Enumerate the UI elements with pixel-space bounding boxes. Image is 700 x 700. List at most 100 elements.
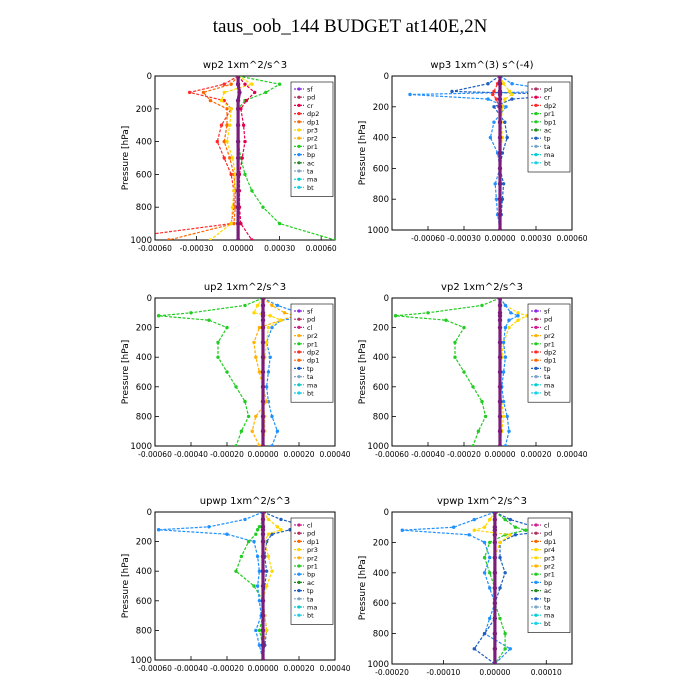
legend-marker-bp (534, 580, 538, 584)
series-point-pr1 (254, 532, 258, 536)
x-tick-label: 0.00020 (283, 664, 314, 673)
legend-label-ma: ma (544, 151, 554, 159)
y-tick-label: 800 (373, 412, 389, 422)
series-point-bp (243, 517, 247, 522)
series-point-pr3 (228, 123, 232, 127)
legend-marker-ta (297, 375, 301, 379)
series-point-sum (260, 355, 266, 360)
series-point-bp (252, 539, 256, 544)
series-point-bp (503, 444, 508, 446)
series-point-pr3 (268, 314, 272, 318)
series-point-pr1 (216, 340, 220, 345)
y-tick-label: 1000 (367, 660, 389, 670)
legend-label-bt: bt (544, 620, 551, 628)
series-point-pr1 (255, 528, 260, 532)
series-point-pr3 (279, 318, 283, 322)
series-point-pr2 (257, 444, 262, 446)
series-point-sum (235, 76, 241, 79)
series-point-pr1 (216, 355, 220, 359)
series-point-sum (492, 646, 498, 651)
x-tick-label: 0.00000 (484, 450, 515, 459)
legend-marker-pd (534, 531, 538, 535)
series-point-pr2 (282, 311, 287, 315)
series-point-sum (235, 205, 241, 210)
legend-marker-pr3 (534, 556, 538, 560)
series-point-sum (497, 89, 503, 94)
series-point-dp1 (229, 82, 233, 86)
series-line-pr1 (483, 512, 526, 664)
legend-marker-pr1 (297, 342, 301, 346)
x-tick-label: -0.00020 (447, 450, 481, 459)
series-point-pr3 (230, 156, 235, 160)
y-axis-label: Pressure [hPa] (358, 556, 368, 621)
series-point-sum (235, 172, 241, 177)
series-point-sum (497, 399, 503, 404)
series-point-sum (497, 298, 503, 301)
y-tick-label: 800 (136, 203, 152, 213)
series-point-pr1 (207, 318, 211, 322)
y-tick-label: 400 (136, 353, 152, 363)
legend-label-bp1: bp1 (544, 118, 556, 126)
plot-frame (154, 75, 336, 241)
chart-title: vp2 1xm^2/s^3 (441, 282, 523, 293)
series-line-bp (158, 512, 264, 660)
series-point-bp (501, 340, 506, 345)
legend-label-bp: bp (307, 571, 315, 579)
series-point-sum (260, 325, 266, 330)
plot-frame (154, 511, 336, 661)
y-tick-label: 600 (136, 597, 152, 607)
series-point-pr3 (503, 97, 507, 101)
series-point-bp (501, 370, 506, 374)
series-point-sum (260, 369, 266, 375)
series-point-tp (270, 532, 274, 536)
series-point-tp (492, 105, 496, 109)
x-tick-label: 0.00060 (556, 234, 587, 243)
series-point-pr1 (189, 311, 193, 315)
series-point-sum (497, 227, 503, 230)
legend-label-tp: tp (544, 595, 551, 603)
x-tick-label: -0.00040 (174, 450, 208, 459)
y-tick-label: 400 (373, 353, 389, 363)
x-tick-label: 0.00000 (223, 244, 254, 253)
series-point-sum (497, 76, 503, 79)
series-line-pr2 (251, 298, 298, 446)
series-point-pr3 (250, 82, 254, 86)
series-point-tp (503, 571, 507, 575)
series-point-bp (275, 429, 280, 433)
series-point-pr3 (232, 189, 236, 193)
legend-label-bt: bt (307, 390, 314, 398)
legend-marker-ta (534, 605, 538, 609)
legend-label-pd: pd (307, 94, 315, 102)
legend-marker-bt (534, 391, 538, 395)
legend-label-dp1: dp1 (544, 538, 556, 546)
y-tick-label: 1000 (130, 656, 152, 666)
series-line-tp (451, 76, 567, 230)
series-point-sum (260, 657, 266, 660)
x-tick-label: -0.00020 (210, 450, 244, 459)
series-point-sum (497, 104, 503, 109)
series-point-bp (467, 533, 471, 537)
series-point-tp (450, 89, 454, 94)
x-tick-label: -0.00030 (447, 234, 481, 243)
legend-label-cl: cl (307, 324, 313, 332)
legend-label-ma: ma (307, 381, 317, 389)
legend-marker-pr3 (297, 128, 301, 132)
series-point-pr3 (472, 528, 476, 532)
series-point-dp2 (494, 97, 499, 101)
legend-marker-dp1 (297, 358, 301, 362)
series-point-pr3 (225, 139, 229, 144)
series-point-bp (270, 444, 274, 446)
legend-label-bp: bp (544, 579, 552, 587)
legend-marker-ta (297, 597, 301, 601)
legend-label-pr3: pr3 (544, 554, 555, 562)
chart-title: wp2 1xm^2/s^3 (203, 60, 287, 71)
legend-marker-ac (297, 161, 301, 165)
series-point-pr3 (255, 303, 260, 308)
series-line-bp (402, 512, 512, 664)
series-point-sum (492, 517, 498, 522)
plot-frame (154, 297, 336, 447)
x-tick-label: -0.00060 (138, 664, 172, 673)
series-point-dp1 (167, 238, 171, 240)
series-point-dp2 (187, 90, 192, 95)
